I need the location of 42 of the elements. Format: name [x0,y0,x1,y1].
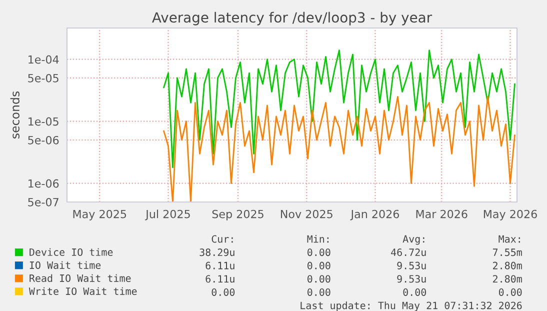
text: 7.55m [492,248,522,256]
text: 0.00 [308,262,330,270]
text: 38.29u [200,248,234,256]
text: Min: [307,235,329,243]
y-tick-label: 1e-05 [28,117,58,126]
x-tick-label: Sep 2025 [212,210,264,220]
legend-label: Read IO Wait time [30,274,131,282]
text: 2.80m [493,262,522,270]
y-axis-title: seconds [10,91,20,138]
y-tick-label: 1e-06 [28,179,59,188]
text: Avg: [402,235,424,245]
y-tick-label: 5e-07 [28,198,58,206]
text: 0.00 [308,248,330,256]
text: 0.00 [308,288,330,296]
x-tick-label: Jan 2026 [350,210,400,220]
chart-title: Average latency for /dev/loop3 - by year [152,12,432,26]
text: 46.72u [391,248,426,256]
text: 6.11u [206,275,234,283]
legend-label: Device IO time [30,248,113,256]
x-tick-label: May 2026 [484,210,537,220]
y-tick-label: 5e-06 [28,136,59,144]
text: Max: [498,235,520,243]
text: 0.00 [212,288,235,296]
legend-label: IO Wait time [30,261,101,269]
text: 9.53u [397,262,426,270]
text: Last update: Thu May 21 07:31:32 2026 [300,302,522,311]
y-tick-label: 5e-05 [28,74,58,82]
text: 0.00 [403,288,426,296]
text: 0.00 [308,275,330,283]
text: 9.53u [397,275,426,283]
text: 0.00 [498,288,522,296]
legend-label: Write IO Wait time [28,287,137,296]
y-tick-label: 1e-04 [28,55,59,64]
x-tick-label: Jul 2025 [145,210,190,220]
line-series [163,50,516,168]
x-tick-label: Nov 2025 [280,210,332,218]
text: 6.11u [206,262,234,270]
x-tick-label: May 2025 [73,210,126,220]
line-series [163,96,516,202]
x-tick-label: Mar 2026 [416,210,468,218]
text: 2.80m [493,275,522,283]
text: Cur: [212,235,233,243]
